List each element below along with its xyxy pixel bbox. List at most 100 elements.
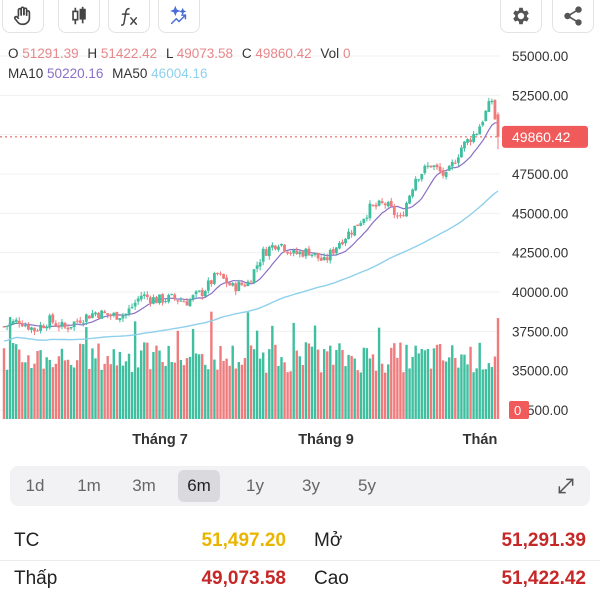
candle-body [463,141,466,149]
volume-bar [396,357,399,419]
candle-body [316,252,320,259]
volume-bar [310,346,314,419]
volume-bar [444,361,448,419]
volume-bar [368,358,372,419]
volume-bar [411,357,414,419]
candlestick-chart[interactable]: 55000.0052500.0050000.0047500.0045000.00… [0,36,600,456]
volume-bar [91,348,94,419]
volume-bar [97,343,100,419]
period-6m[interactable]: 6m [178,470,220,502]
candle-body [91,313,94,318]
candle-body [481,121,485,126]
y-tick-label: 55000.00 [512,49,568,64]
volume-bar [383,372,387,419]
period-5y[interactable]: 5y [358,476,376,495]
volume-bar [164,365,167,419]
function-icon [120,7,138,26]
y-tick-label: 47500.00 [512,167,568,182]
candle-body [383,203,387,206]
period-3m[interactable]: 3m [132,476,156,495]
volume-bar [161,362,164,419]
candle-body [158,294,161,304]
hand-tool-button[interactable] [2,0,44,33]
candle-body [460,147,463,158]
volume-bar [182,365,186,419]
volume-bar [438,344,442,419]
candle-body [240,282,244,285]
volume-bar [167,345,170,419]
volume-bar [335,350,338,419]
ohlc-legend: O 51291.39 H 51422.42 L 49073.58 C 49860… [8,46,355,61]
open-price-label: Mở [314,530,343,551]
volume-bar [487,363,491,419]
candle-body [48,315,52,328]
candle-body [133,302,137,307]
low-value: 49073.58 [176,46,234,61]
volume-bar [472,372,475,419]
candle-body [176,300,180,302]
volume-bar [356,370,359,419]
volume-bar [277,365,280,419]
magic-button[interactable] [158,0,200,33]
volume-bar [338,343,341,419]
volume-bar [466,364,469,419]
candle-body [121,315,125,319]
candle-body [405,202,408,217]
period-1d[interactable]: 1d [25,476,45,495]
y-tick-label: 45000.00 [512,206,568,221]
volume-bar [390,347,393,419]
gear-icon [513,7,529,25]
volume-bar [106,356,109,419]
open-value: 51291.39 [22,46,79,61]
candlestick-type-button[interactable] [58,0,100,33]
candle-body [252,269,256,284]
volume-bar [301,365,305,419]
y-tick-label: 35000.00 [512,364,568,379]
volume-bar [295,350,298,419]
volume-bar [33,363,36,419]
candle-body [277,246,280,250]
volume-bar [60,348,64,419]
candle-body [191,295,195,300]
volume-bar [304,342,308,419]
settings-button[interactable] [500,0,542,33]
volume-bar [204,364,207,419]
volume-bar [94,358,97,419]
candle-body [155,297,158,304]
candle-body [399,215,402,217]
volume-bar [36,350,39,419]
candle-body [365,217,369,219]
share-button[interactable] [552,0,594,33]
y-tick-label: 52500.00 [512,88,568,103]
candle-body [350,232,354,235]
volume-bar [79,343,82,419]
candle-body [273,245,277,250]
indicator-button[interactable] [108,0,150,33]
volume-bar [322,349,326,419]
open-label: O [8,46,19,61]
volume-bar [490,367,494,419]
ma10-line [3,122,499,329]
candle-body [414,178,418,191]
period-1y[interactable]: 1y [246,476,264,495]
volume-bar [194,353,198,419]
candle-body [188,299,192,307]
candle-body [270,245,274,248]
volume-bar [280,357,283,419]
volume-bar [42,368,45,419]
volume-bar [170,362,173,419]
volume-bar [496,318,500,419]
volume-bar [420,348,423,419]
volume-bar [109,364,112,419]
volume-bar [21,362,24,419]
candle-body [264,249,268,256]
period-3y[interactable]: 3y [302,476,320,495]
candle-body [2,326,6,328]
period-1m[interactable]: 1m [77,476,101,495]
candle-body [310,254,314,256]
volume-bar [66,359,70,419]
candle-body [456,157,460,163]
fullscreen-button[interactable] [556,476,576,501]
volume-bar [63,360,67,419]
volume-bar [478,342,481,419]
